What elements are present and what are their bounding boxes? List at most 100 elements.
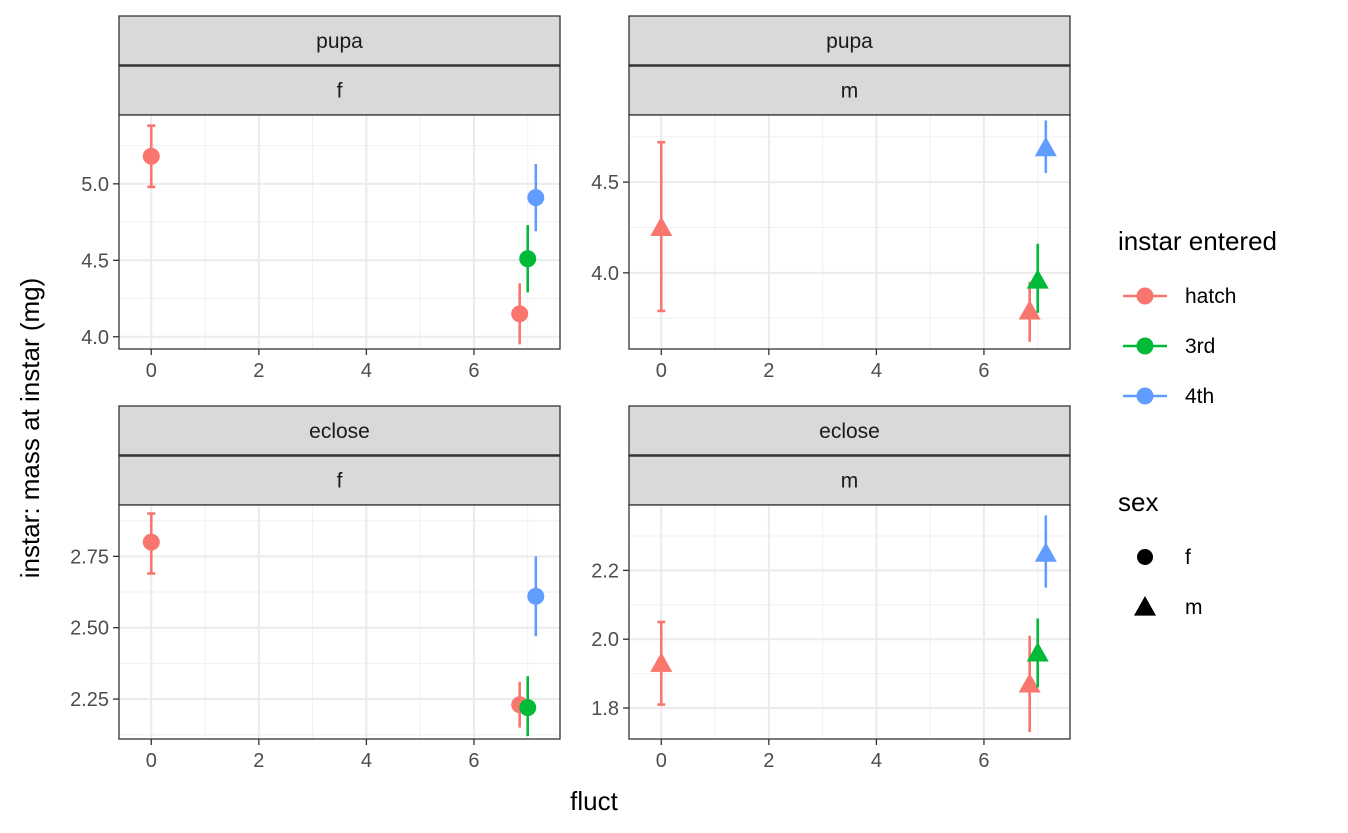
data-point-hatch	[142, 124, 160, 189]
strip-top	[118, 15, 561, 67]
legend-key-triangle	[1134, 596, 1156, 616]
x-tick-label: 0	[656, 750, 667, 772]
strip-bottom	[628, 64, 1071, 116]
panel-border	[118, 504, 561, 740]
point-marker	[142, 147, 160, 165]
legend-item-label: f	[1185, 546, 1191, 569]
data-point-4th	[1034, 120, 1057, 174]
point-marker	[1018, 672, 1041, 693]
data-point-3rd	[1026, 618, 1049, 688]
panel-pupa-m: pupa m 0 2 4 6 4.0 4.5	[591, 15, 1071, 382]
data-point-hatch	[511, 283, 529, 345]
y-tick-label: 4.5	[81, 250, 109, 272]
x-tick-label: 2	[253, 360, 264, 382]
strip-bottom-label: m	[841, 79, 859, 102]
panel-background	[629, 115, 1070, 349]
y-tick-label: 2.2	[591, 560, 619, 582]
point-marker	[519, 699, 537, 717]
y-tick-label: 2.50	[70, 618, 109, 640]
y-tick-label: 2.75	[70, 546, 109, 568]
legend: instar entered hatch 3rd 4th sex f m	[1118, 226, 1277, 619]
data-point-4th	[527, 556, 545, 637]
x-tick-label: 2	[763, 360, 774, 382]
y-tick-label: 4.5	[591, 172, 619, 194]
legend-item-label: hatch	[1185, 285, 1236, 308]
data-point-hatch	[142, 512, 160, 575]
data-point-3rd	[519, 676, 537, 737]
strip-bottom-label: m	[841, 469, 859, 492]
panel-border	[118, 114, 561, 350]
y-tick-label: 5.0	[81, 174, 109, 196]
legend-key-circle	[1137, 549, 1153, 565]
point-marker	[142, 533, 160, 551]
data-point-hatch	[1018, 281, 1041, 342]
data-point-4th	[527, 163, 545, 232]
y-tick-label: 4.0	[591, 263, 619, 285]
x-tick-label: 0	[146, 360, 157, 382]
point-marker	[519, 250, 537, 268]
strip-top-label: eclose	[309, 420, 370, 443]
legend-item-label: 4th	[1185, 385, 1214, 408]
strip-bottom	[118, 64, 561, 116]
x-tick-label: 6	[468, 750, 479, 772]
strip-top-label: pupa	[826, 30, 873, 53]
x-tick-label: 6	[978, 360, 989, 382]
panel-border	[628, 504, 1071, 740]
x-tick-label: 6	[468, 360, 479, 382]
y-tick-label: 1.8	[591, 698, 619, 720]
point-marker	[650, 216, 673, 237]
data-point-hatch	[650, 140, 673, 313]
legend-item-sex-m: m	[1134, 596, 1203, 619]
strip-bottom-label: f	[337, 469, 343, 492]
y-tick-label: 4.0	[81, 327, 109, 349]
legend-item-label: 3rd	[1185, 335, 1215, 358]
legend-color-title: instar entered	[1118, 226, 1277, 256]
x-axis-title: fluct	[570, 786, 618, 816]
panel-background	[629, 505, 1070, 739]
data-point-hatch	[650, 620, 673, 706]
point-marker	[1026, 269, 1049, 289]
legend-key-point	[1136, 387, 1154, 405]
panel-background	[119, 115, 560, 349]
point-marker	[527, 189, 545, 207]
x-tick-label: 4	[361, 750, 372, 772]
legend-key-point	[1136, 337, 1154, 355]
panel-border	[628, 114, 1071, 350]
strip-top-label: eclose	[819, 420, 880, 443]
panel-eclose-f: eclose f 0 2 4 6 2.25 2.50 2.75	[70, 405, 561, 772]
strip-top	[118, 405, 561, 457]
point-marker	[511, 305, 529, 323]
y-tick-label: 2.25	[70, 689, 109, 711]
strip-bottom	[118, 454, 561, 506]
strip-bottom-label: f	[337, 79, 343, 102]
point-marker	[1034, 542, 1057, 562]
x-tick-label: 2	[763, 750, 774, 772]
point-marker	[1026, 641, 1049, 662]
point-marker	[650, 652, 673, 672]
y-tick-label: 2.0	[591, 629, 619, 651]
x-tick-label: 6	[978, 750, 989, 772]
legend-key-point	[1136, 287, 1154, 305]
strip-top	[628, 405, 1071, 457]
panel-eclose-m: eclose m 0 2 4 6 1.8 2.0 2.2	[591, 405, 1071, 772]
data-point-hatch	[1018, 635, 1041, 733]
point-marker	[1018, 299, 1041, 320]
point-marker	[527, 587, 545, 605]
x-tick-label: 4	[361, 360, 372, 382]
x-tick-label: 2	[253, 750, 264, 772]
panel-pupa-f: pupa f 0 2 4 6 4.0 4.5 5.0	[81, 15, 561, 382]
data-point-3rd	[519, 225, 537, 293]
legend-item-label: m	[1185, 596, 1203, 619]
point-marker	[1034, 136, 1057, 157]
panel-background	[119, 505, 560, 739]
x-tick-label: 4	[871, 750, 882, 772]
legend-item-3rd: 3rd	[1123, 335, 1215, 358]
strip-top	[628, 15, 1071, 67]
x-tick-label: 0	[146, 750, 157, 772]
legend-item-sex-f: f	[1137, 546, 1191, 569]
legend-item-4th: 4th	[1123, 385, 1214, 408]
data-point-4th	[1034, 515, 1057, 588]
data-point-3rd	[1026, 243, 1049, 313]
y-axis-title: instar: mass at instar (mg)	[15, 278, 45, 579]
